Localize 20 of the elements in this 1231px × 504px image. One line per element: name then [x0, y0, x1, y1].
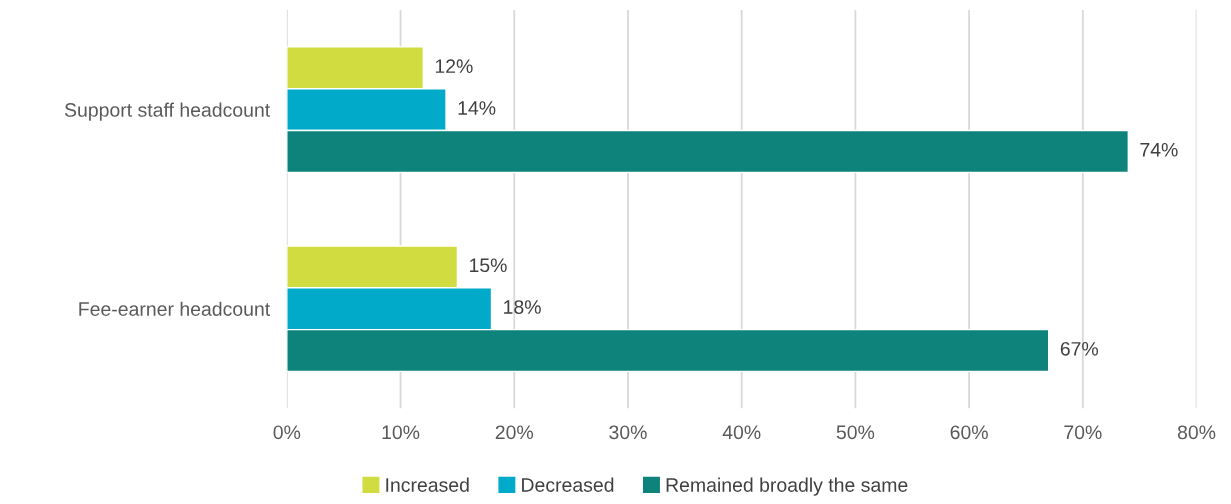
legend-label: Increased [386, 477, 469, 492]
data-label: 67% [1060, 341, 1099, 356]
legend-label: Remained broadly the same [666, 477, 908, 496]
x-tick-label: 20% [495, 425, 534, 440]
data-label: 12% [435, 59, 473, 73]
data-label: 18% [504, 300, 541, 314]
x-tick-label: 70% [1064, 425, 1102, 440]
data-label: 74% [1140, 142, 1178, 157]
x-tick-label: 0% [273, 425, 301, 440]
legend-label: Decreased [522, 477, 614, 492]
data-label: 14% [458, 101, 496, 115]
y-tick-label: Fee-earner headcount [79, 301, 271, 316]
x-tick-label: 30% [609, 425, 647, 440]
x-tick-label: 80% [1177, 425, 1216, 440]
x-tick-label: 10% [382, 425, 420, 440]
data-label: 15% [469, 258, 507, 273]
x-tick-label: 40% [722, 425, 761, 440]
x-tick-label: 60% [950, 425, 988, 440]
x-tick-label: 50% [836, 425, 875, 440]
y-tick-label: Support staff headcount [64, 102, 271, 121]
